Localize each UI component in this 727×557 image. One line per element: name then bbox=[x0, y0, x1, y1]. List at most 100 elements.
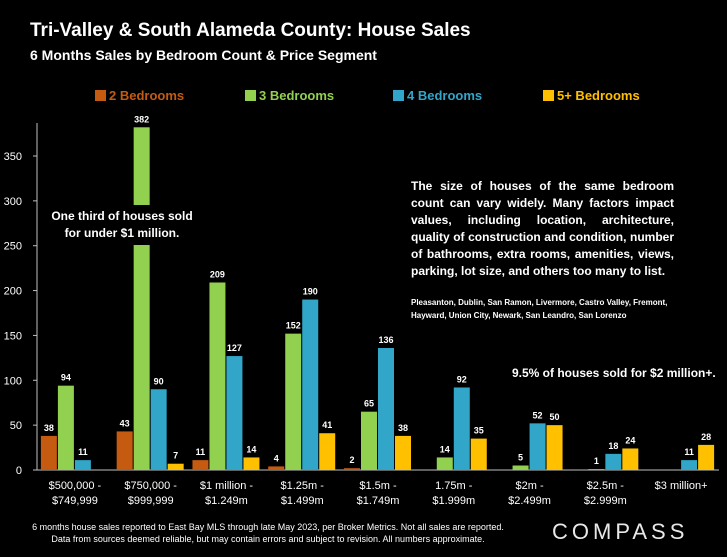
y-tick-label: 250 bbox=[4, 241, 22, 253]
bar bbox=[133, 127, 150, 470]
data-label: 4 bbox=[274, 453, 279, 463]
bar bbox=[529, 423, 546, 470]
bar bbox=[436, 457, 453, 470]
bar bbox=[698, 444, 715, 470]
legend-label: 3 Bedrooms bbox=[259, 88, 335, 103]
bar bbox=[378, 347, 394, 470]
footnote-line-2: Data from sources deemed reliable, but m… bbox=[51, 534, 485, 544]
x-tick-label: $1.499m bbox=[281, 495, 324, 507]
x-tick-label: $500,000 - bbox=[49, 480, 102, 492]
chart-subtitle: 6 Months Sales by Bedroom Count & Price … bbox=[30, 47, 377, 63]
legend: 2 Bedrooms 3 Bedrooms 4 Bedrooms 5+ Bedroom… bbox=[0, 88, 727, 106]
bar bbox=[588, 469, 605, 470]
data-label: 14 bbox=[440, 444, 450, 454]
bar bbox=[605, 453, 622, 470]
bar bbox=[285, 333, 302, 470]
bar bbox=[361, 411, 377, 470]
data-label: 2 bbox=[349, 455, 354, 465]
x-tick-label: $2.499m bbox=[508, 495, 551, 507]
data-label: 90 bbox=[154, 376, 164, 386]
x-tick-label: $1.249m bbox=[205, 495, 248, 507]
annotation-cities: Pleasanton, Dublin, San Ramon, Livermore… bbox=[411, 298, 668, 320]
legend-swatch bbox=[393, 90, 404, 101]
x-tick-label: $1.5m - bbox=[359, 480, 397, 492]
annotation-under-1m: One third of houses sold for under $1 mi… bbox=[51, 209, 193, 240]
annotation-over-2m: 9.5% of houses sold for $2 million+. bbox=[512, 366, 716, 380]
y-tick-label: 50 bbox=[10, 420, 22, 432]
x-tick-label: $2m - bbox=[515, 480, 543, 492]
bar bbox=[243, 457, 260, 470]
x-tick-label: $999,999 bbox=[128, 495, 174, 507]
x-tick-label: $749,999 bbox=[52, 495, 98, 507]
data-label: 43 bbox=[120, 418, 130, 428]
x-tick-label: $2.5m - bbox=[587, 480, 625, 492]
legend-swatch bbox=[245, 90, 256, 101]
x-tick-label: $1.749m bbox=[357, 495, 400, 507]
y-tick-label: 300 bbox=[4, 196, 22, 208]
bar bbox=[319, 433, 336, 470]
compass-logo: COMPASS bbox=[552, 519, 689, 544]
data-label: 190 bbox=[303, 287, 318, 297]
x-tick-label: 1.75m - bbox=[435, 480, 473, 492]
bar bbox=[344, 468, 360, 470]
data-label: 5 bbox=[518, 453, 523, 463]
data-label: 14 bbox=[246, 444, 256, 454]
data-label: 127 bbox=[227, 343, 242, 353]
chart-title: Tri-Valley & South Alameda County: House… bbox=[30, 20, 471, 41]
bar bbox=[512, 465, 529, 470]
bar bbox=[453, 387, 470, 470]
data-label: 152 bbox=[286, 321, 301, 331]
data-label: 11 bbox=[196, 447, 206, 457]
y-tick-label: 200 bbox=[4, 286, 22, 298]
footnote-line-1: 6 months house sales reported to East Ba… bbox=[32, 522, 504, 532]
bar bbox=[167, 463, 184, 470]
x-tick-label: $1.25m - bbox=[281, 480, 325, 492]
bar bbox=[150, 389, 167, 470]
data-label: 41 bbox=[322, 420, 332, 430]
bar bbox=[470, 438, 487, 470]
bar bbox=[116, 431, 133, 470]
footnote: 6 months house sales reported to East Ba… bbox=[8, 521, 528, 545]
bar bbox=[40, 435, 57, 470]
bar bbox=[546, 425, 563, 470]
legend-swatch bbox=[543, 90, 554, 101]
y-tick-label: 0 bbox=[16, 465, 22, 477]
x-tick-label: $1 million - bbox=[200, 480, 254, 492]
legend-item-2: 4 Bedrooms bbox=[393, 88, 482, 103]
legend-swatch bbox=[95, 90, 106, 101]
legend-label: 4 Bedrooms bbox=[407, 88, 483, 103]
bar bbox=[268, 466, 285, 470]
bar bbox=[226, 356, 243, 470]
bar bbox=[681, 460, 698, 470]
data-label: 38 bbox=[44, 423, 54, 433]
bar bbox=[192, 460, 209, 470]
bar bbox=[57, 385, 74, 470]
y-tick-label: 350 bbox=[4, 151, 22, 163]
bar bbox=[302, 299, 319, 470]
bar bbox=[74, 460, 91, 470]
data-label: 1 bbox=[594, 456, 599, 466]
data-label: 24 bbox=[625, 435, 635, 445]
legend-item-1: 3 Bedrooms bbox=[245, 88, 334, 103]
bar bbox=[395, 435, 411, 470]
legend-item-3: 5+ Bedrooms bbox=[543, 88, 640, 103]
x-tick-label: $2.999m bbox=[584, 495, 627, 507]
data-label: 38 bbox=[398, 423, 408, 433]
data-label: 50 bbox=[550, 412, 560, 422]
data-label: 35 bbox=[474, 426, 484, 436]
legend-item-0: 2 Bedrooms bbox=[95, 88, 184, 103]
data-label: 92 bbox=[457, 374, 467, 384]
legend-label: 5+ Bedrooms bbox=[557, 88, 640, 103]
data-label: 136 bbox=[378, 335, 393, 345]
data-label: 11 bbox=[684, 447, 694, 457]
data-label: 382 bbox=[134, 114, 149, 124]
bar bbox=[209, 282, 226, 470]
bar bbox=[622, 448, 639, 470]
annotation-house-size: The size of houses of the same bedroom c… bbox=[411, 179, 674, 278]
data-label: 18 bbox=[608, 441, 618, 451]
x-tick-label: $750,000 - bbox=[124, 480, 177, 492]
x-tick-label: $1.999m bbox=[432, 495, 475, 507]
x-tick-label: $3 million+ bbox=[655, 480, 708, 492]
data-label: 65 bbox=[364, 399, 374, 409]
